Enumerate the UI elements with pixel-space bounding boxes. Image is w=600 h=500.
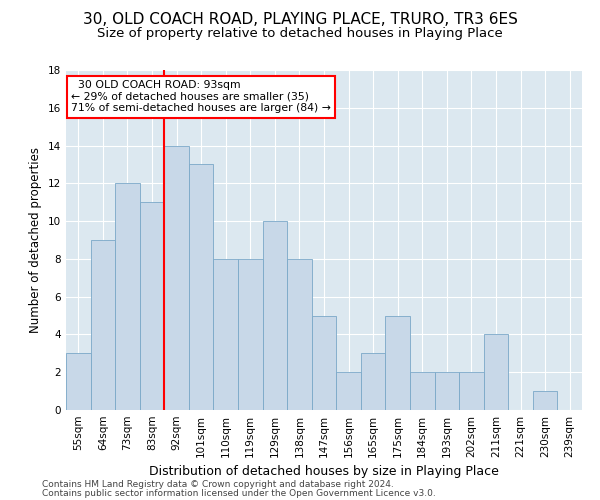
Bar [410,372,434,410]
Text: Size of property relative to detached houses in Playing Place: Size of property relative to detached ho… [97,28,503,40]
Bar [164,146,189,410]
Bar [189,164,214,410]
Bar [336,372,361,410]
Text: 30, OLD COACH ROAD, PLAYING PLACE, TRURO, TR3 6ES: 30, OLD COACH ROAD, PLAYING PLACE, TRURO… [83,12,517,28]
Bar [434,372,459,410]
Bar [214,259,238,410]
Bar [287,259,312,410]
Bar [361,354,385,410]
Bar [263,221,287,410]
Bar [91,240,115,410]
Text: 30 OLD COACH ROAD: 93sqm
← 29% of detached houses are smaller (35)
71% of semi-d: 30 OLD COACH ROAD: 93sqm ← 29% of detach… [71,80,331,114]
Bar [385,316,410,410]
Y-axis label: Number of detached properties: Number of detached properties [29,147,43,333]
Bar [459,372,484,410]
Text: Contains HM Land Registry data © Crown copyright and database right 2024.: Contains HM Land Registry data © Crown c… [42,480,394,489]
Bar [533,391,557,410]
Bar [484,334,508,410]
Text: Contains public sector information licensed under the Open Government Licence v3: Contains public sector information licen… [42,488,436,498]
Bar [140,202,164,410]
Bar [115,184,140,410]
X-axis label: Distribution of detached houses by size in Playing Place: Distribution of detached houses by size … [149,466,499,478]
Bar [238,259,263,410]
Bar [312,316,336,410]
Bar [66,354,91,410]
